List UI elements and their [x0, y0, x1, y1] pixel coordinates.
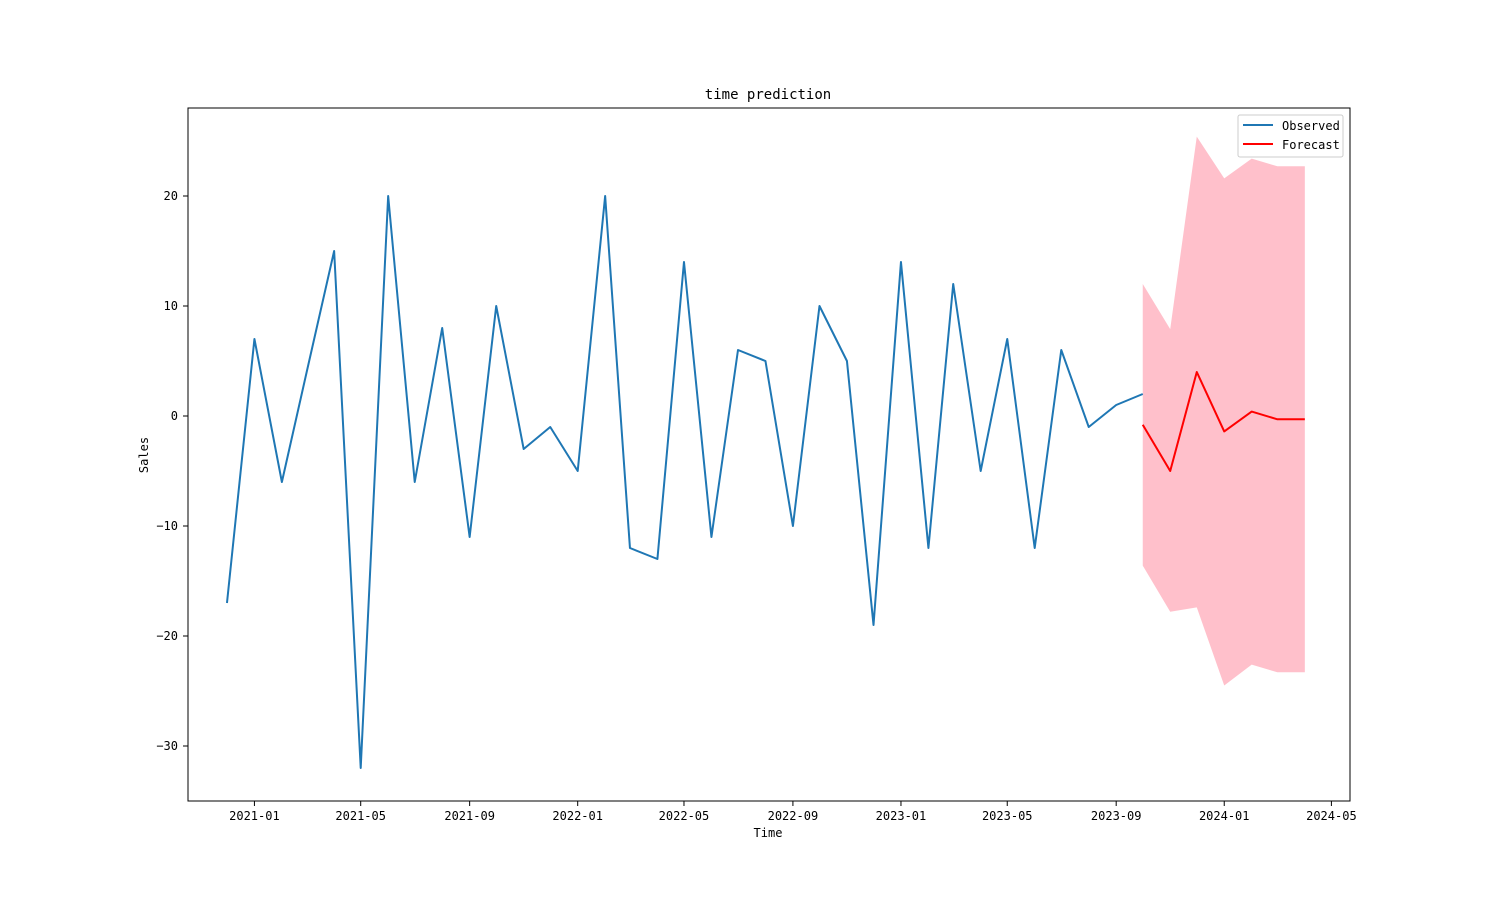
y-tick-label: 20 [164, 189, 178, 203]
x-axis: 2021-01 2021-05 2021-09 2022-01 2022-05 2022-… [229, 801, 1357, 823]
legend-label-observed: Observed [1282, 119, 1340, 133]
plot-frame [187, 107, 1351, 802]
x-tick-label: 2023-05 [982, 809, 1033, 823]
x-tick-label: 2022-01 [552, 809, 603, 823]
x-tick-label: 2022-05 [659, 809, 710, 823]
x-tick-label: 2021-01 [229, 809, 280, 823]
y-tick-label: −10 [156, 519, 178, 533]
plot-area [225, 136, 1305, 769]
legend: Observed Forecast [1237, 114, 1344, 158]
x-tick-label: 2022-09 [768, 809, 819, 823]
x-tick-label: 2021-09 [444, 809, 495, 823]
x-tick-label: 2024-05 [1306, 809, 1357, 823]
x-tick-label: 2023-01 [876, 809, 927, 823]
y-tick-label: −20 [156, 629, 178, 643]
x-axis-title: Time [754, 826, 783, 840]
x-tick-label: 2024-01 [1199, 809, 1250, 823]
x-tick-label: 2023-09 [1091, 809, 1142, 823]
legend-label-forecast: Forecast [1282, 138, 1340, 152]
y-tick-label: 0 [171, 409, 178, 423]
forecast-confidence-band [1142, 136, 1305, 686]
y-axis-title: Sales [137, 437, 151, 473]
y-tick-label: 10 [164, 299, 178, 313]
y-tick-label: −30 [156, 739, 178, 753]
x-tick-label: 2021-05 [335, 809, 386, 823]
y-axis: 20 10 0 −10 −20 −30 [156, 189, 188, 753]
chart-title: time prediction [705, 87, 831, 103]
